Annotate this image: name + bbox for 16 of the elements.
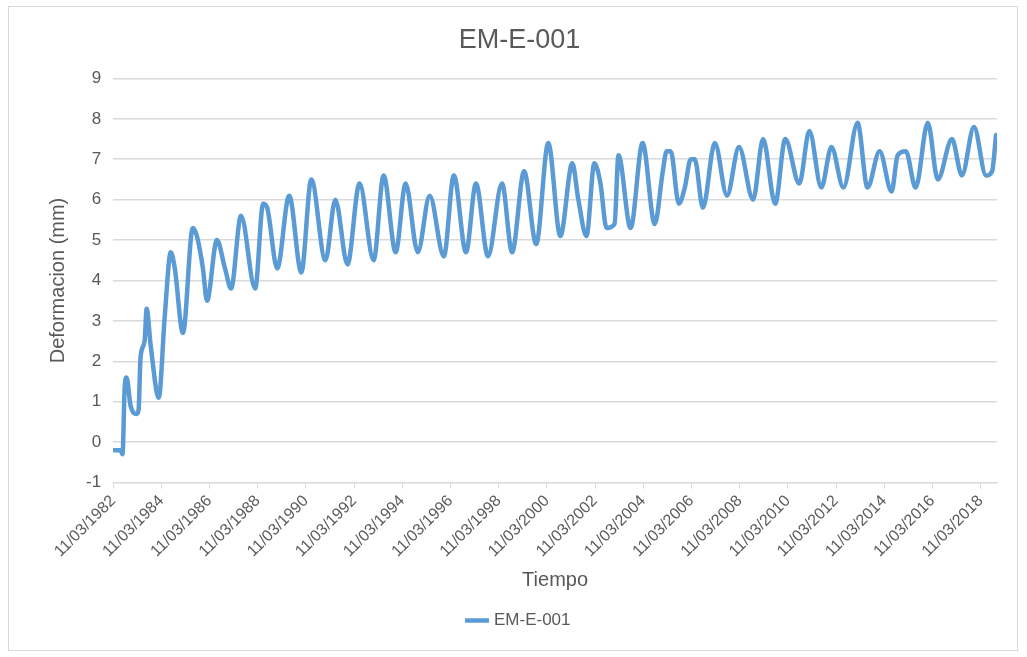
line-series (113, 120, 997, 457)
y-tick-label: 4 (91, 270, 102, 290)
y-tick-label: 6 (91, 189, 102, 209)
y-tick-label: -1 (85, 472, 102, 492)
y-tick-label: 7 (91, 148, 102, 168)
y-axis-title: Deformacion (mm) (45, 197, 68, 364)
y-tick-label: 0 (91, 431, 102, 451)
x-axis-title: Tiempo (522, 567, 589, 590)
y-tick-label: 2 (91, 351, 102, 371)
y-tick-label: 5 (91, 229, 102, 249)
y-tick-label: 1 (91, 391, 102, 411)
legend-label: EM-E-001 (493, 610, 571, 630)
y-tick-label: 8 (91, 108, 102, 128)
y-tick-label: 3 (91, 310, 102, 330)
y-tick-label: 9 (91, 68, 102, 88)
chart-title: EM-E-001 (458, 23, 581, 54)
